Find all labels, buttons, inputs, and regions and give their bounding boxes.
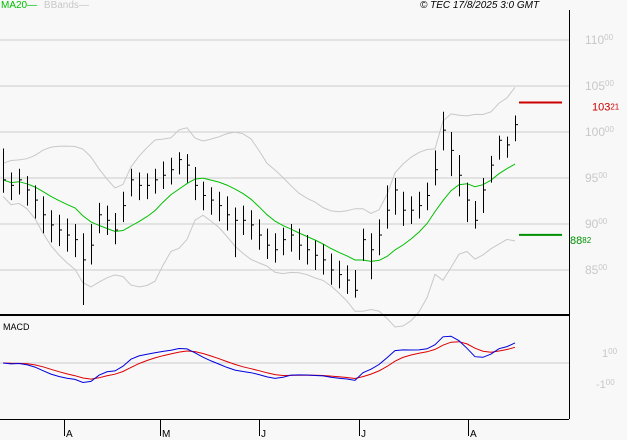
x-tick-label: A: [470, 429, 477, 440]
macd-line: [2, 335, 516, 384]
y-tick-label: 10500: [585, 79, 614, 93]
macd-title: MACD: [3, 322, 30, 332]
y-tick-label: 8500: [585, 263, 608, 277]
price-grid: [0, 39, 569, 271]
y-tick-label: 9500: [585, 171, 608, 185]
ma20-line: [2, 163, 516, 262]
legend: MA20— BBands—: [1, 0, 89, 11]
macd-signal-line: [2, 341, 516, 380]
legend-ma20-swatch: —: [27, 0, 38, 11]
axes: 11000 10500 10000 9500 9000 8500 10321 8882 100 -…: [0, 10, 620, 440]
macd-y-tick-label: 100: [602, 347, 618, 360]
bband-upper: [2, 86, 516, 214]
copyright-timestamp: © TEC 17/8/2025 3:0 GMT: [420, 0, 540, 11]
price-bars: [3, 111, 518, 305]
y-tick-label: 11000: [585, 33, 614, 47]
x-tick-label: M: [162, 429, 170, 440]
y-tick-label: 10000: [585, 125, 614, 139]
x-tick-label: J: [261, 429, 266, 440]
legend-ma20: MA20: [1, 0, 28, 11]
legend-bbands: BBands: [43, 0, 79, 11]
macd-y-tick-label: -100: [596, 378, 615, 391]
macd-panel: [0, 335, 569, 384]
y-tick-label: 9000: [585, 217, 608, 231]
marker-label: 10321: [592, 101, 620, 113]
bbands: [2, 86, 516, 328]
x-tick-label: A: [66, 429, 73, 440]
legend-bbands-swatch: —: [78, 0, 89, 11]
x-tick-label: J: [361, 429, 366, 440]
marker-label: 8882: [570, 235, 592, 247]
bband-lower: [2, 196, 516, 328]
